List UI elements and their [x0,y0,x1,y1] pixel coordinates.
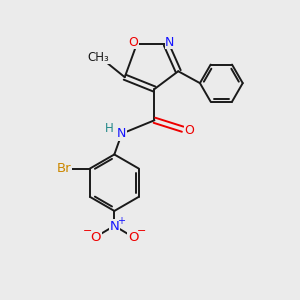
Text: N: N [165,36,175,49]
Text: N: N [110,220,120,233]
Text: Br: Br [57,162,71,175]
Text: O: O [90,231,101,244]
Text: O: O [128,36,138,49]
Text: CH₃: CH₃ [88,51,110,64]
Text: O: O [128,231,138,244]
Text: −: − [137,226,147,236]
Text: H: H [105,122,114,135]
Text: O: O [184,124,194,137]
Text: +: + [117,216,125,226]
Text: −: − [83,226,92,236]
Text: N: N [117,127,127,140]
